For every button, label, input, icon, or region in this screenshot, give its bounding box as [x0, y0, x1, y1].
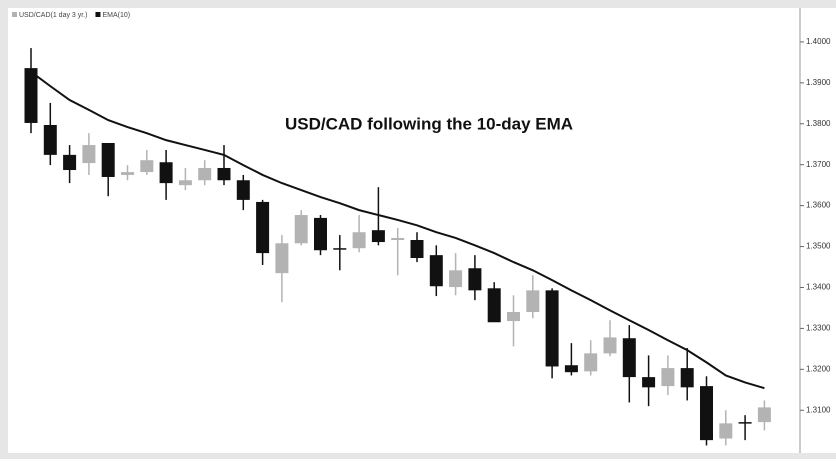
- candle-body: [700, 386, 713, 441]
- candle-body: [256, 201, 270, 254]
- candle-body: [642, 377, 656, 388]
- candle-body: [101, 143, 115, 177]
- y-tick-label: 1.3300: [806, 324, 831, 333]
- candle-body: [121, 172, 134, 175]
- candle-body: [236, 180, 250, 200]
- candle-body: [352, 232, 366, 249]
- candle-body: [140, 160, 154, 173]
- y-tick-label: 1.4000: [806, 37, 831, 46]
- y-tick-label: 1.3800: [806, 119, 831, 128]
- candle-body: [294, 215, 308, 244]
- candle-body: [622, 338, 636, 378]
- candle-body: [314, 217, 327, 251]
- legend-swatch: [95, 12, 101, 17]
- candle-body: [217, 167, 231, 181]
- candle-body: [82, 145, 96, 164]
- annotation: USD/CAD following the 10-day EMA: [285, 114, 573, 133]
- y-tick-label: 1.3200: [806, 364, 831, 373]
- y-tick-label: 1.3500: [806, 242, 831, 251]
- candle-body: [564, 365, 578, 373]
- candle-body: [410, 240, 424, 259]
- candle-body: [198, 167, 212, 181]
- candle-body: [757, 407, 771, 423]
- legend-label: EMA(10): [102, 12, 130, 19]
- candle-body: [680, 368, 694, 388]
- candle-body: [391, 237, 405, 241]
- legend-swatch: [12, 12, 17, 17]
- candle-body: [507, 312, 520, 322]
- candle-body: [159, 162, 173, 184]
- candle-body: [63, 154, 77, 171]
- candle-body: [584, 353, 598, 372]
- y-tick-label: 1.3600: [806, 201, 831, 210]
- ema-line: [30, 70, 765, 390]
- y-tick-label: 1.3700: [806, 160, 831, 169]
- candle-body: [468, 268, 482, 291]
- y-tick-label: 1.3400: [806, 283, 831, 292]
- candle-body: [333, 248, 347, 250]
- axis-area: [800, 8, 836, 453]
- candle-body: [545, 290, 559, 367]
- candle-body: [719, 423, 733, 439]
- candle-body: [371, 230, 385, 243]
- candle-body: [275, 243, 289, 274]
- candle-body: [24, 68, 38, 123]
- candle-body: [738, 422, 752, 424]
- candle-body: [526, 290, 540, 313]
- y-tick-label: 1.3100: [806, 405, 831, 414]
- candle-body: [178, 180, 192, 186]
- candle-body: [661, 368, 675, 387]
- candle-body: [429, 255, 443, 287]
- candle-body: [43, 125, 57, 155]
- legend-label: USD/CAD(1 day 3 yr.): [19, 12, 87, 19]
- y-tick-label: 1.3900: [806, 78, 831, 87]
- candle-body: [487, 288, 501, 323]
- candle-body: [449, 270, 463, 288]
- candle-body: [603, 337, 617, 354]
